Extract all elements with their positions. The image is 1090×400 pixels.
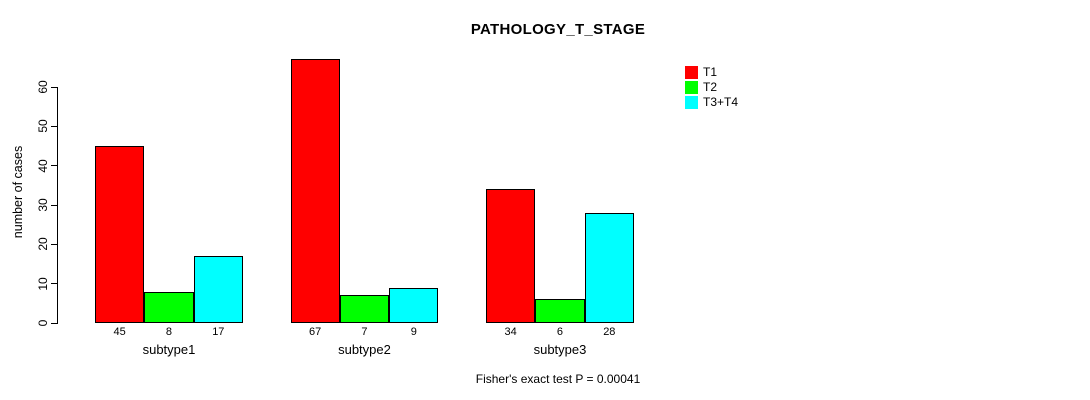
bar-T2-subtype2 bbox=[339, 295, 390, 323]
bar-value-T2-subtype2: 7 bbox=[361, 326, 368, 338]
legend-label-T1: T1 bbox=[703, 65, 718, 79]
bar-value-T2-subtype3: 6 bbox=[556, 326, 564, 338]
group-label-subtype2: subtype2 bbox=[338, 342, 391, 357]
bar-value-T3+T4-subtype1: 17 bbox=[212, 326, 225, 338]
bar-T2-subtype3 bbox=[535, 299, 585, 323]
bar-T3+T4-subtype1 bbox=[193, 256, 243, 323]
bar-T1-subtype2 bbox=[290, 59, 340, 323]
legend-swatch-T2 bbox=[685, 81, 698, 94]
y-tick-label-10: 10 bbox=[36, 276, 50, 291]
y-axis-label: number of cases bbox=[11, 145, 25, 239]
y-tick-20 bbox=[51, 243, 58, 245]
bar-value-T1-subtype2: 67 bbox=[309, 326, 322, 338]
y-tick-30 bbox=[51, 204, 58, 206]
y-tick-0 bbox=[51, 322, 58, 324]
y-tick-label-60: 60 bbox=[36, 80, 50, 94]
legend-label-T2: T2 bbox=[703, 80, 718, 94]
bar-T1-subtype1 bbox=[95, 146, 145, 323]
bar-value-T1-subtype1: 45 bbox=[113, 326, 126, 338]
y-tick-label-40: 40 bbox=[36, 158, 50, 173]
bar-value-T3+T4-subtype3: 28 bbox=[603, 326, 616, 338]
group-label-subtype1: subtype1 bbox=[142, 342, 196, 357]
bar-T3+T4-subtype2 bbox=[389, 287, 439, 323]
y-tick-label-20: 20 bbox=[36, 237, 50, 252]
legend-swatch-T1 bbox=[685, 66, 698, 79]
bar-value-T3+T4-subtype2: 9 bbox=[410, 326, 417, 338]
legend-label-T3+T4: T3+T4 bbox=[703, 95, 739, 109]
y-tick-label-0: 0 bbox=[36, 319, 50, 327]
y-tick-50 bbox=[51, 125, 58, 127]
y-tick-40 bbox=[51, 165, 58, 167]
bar-value-T2-subtype1: 8 bbox=[165, 326, 173, 338]
group-label-subtype3: subtype3 bbox=[533, 342, 587, 357]
y-tick-60 bbox=[51, 86, 58, 88]
bar-T3+T4-subtype3 bbox=[584, 212, 634, 323]
bar-T2-subtype1 bbox=[144, 291, 194, 323]
y-tick-label-30: 30 bbox=[36, 198, 50, 212]
bar-T1-subtype3 bbox=[486, 189, 536, 323]
legend-swatch-T3+T4 bbox=[685, 96, 698, 109]
stat-test-annotation: Fisher's exact test P = 0.00041 bbox=[475, 372, 641, 386]
chart-title: PATHOLOGY_T_STAGE bbox=[470, 21, 646, 38]
y-tick-label-50: 50 bbox=[36, 119, 50, 134]
bar-value-T1-subtype3: 34 bbox=[504, 326, 517, 338]
y-tick-10 bbox=[51, 283, 58, 285]
